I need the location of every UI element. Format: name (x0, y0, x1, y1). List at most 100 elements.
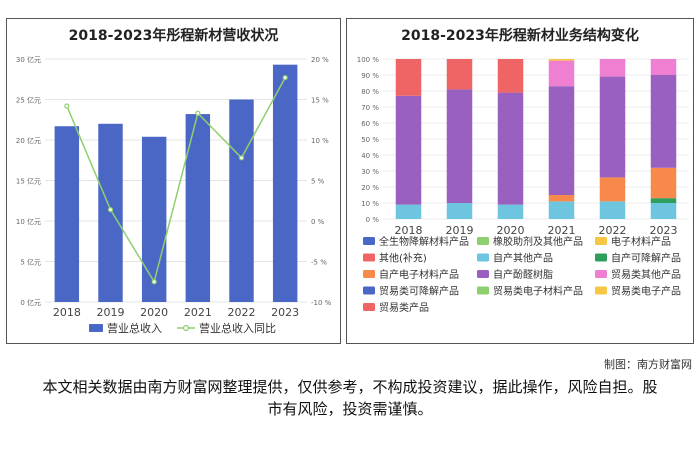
y-tick-label: 100 % (357, 56, 380, 64)
stack-segment (650, 203, 677, 219)
x-tick-label: 2018 (53, 306, 81, 319)
y-left-tick-label: 30 亿元 (16, 55, 41, 64)
stack-segment (650, 75, 677, 168)
x-tick-label: 2020 (140, 306, 168, 319)
revenue-bar (141, 136, 167, 302)
x-tick-label: 2023 (271, 306, 299, 319)
legend-label: 自产其他产品 (493, 252, 553, 265)
stack-segment (446, 203, 473, 219)
stack-segment (548, 86, 575, 195)
legend-label: 全生物降解材料产品 (379, 235, 469, 248)
x-tick-label: 2022 (599, 224, 627, 237)
y-tick-label: 20 % (361, 184, 379, 192)
stack-segment (446, 89, 473, 203)
stack-segment (446, 59, 473, 90)
stack-segment (599, 177, 626, 202)
stack-segment (599, 201, 626, 219)
x-tick-label: 2021 (548, 224, 576, 237)
y-left-tick-label: 20 亿元 (16, 136, 41, 145)
yoy-line (66, 77, 286, 284)
y-right-tick-label: 10 % (311, 137, 329, 145)
legend-swatch (477, 253, 489, 262)
y-right-tick-label: 0 % (311, 218, 325, 226)
yoy-point (107, 207, 114, 213)
stack-segment (650, 167, 677, 199)
yoy-point (151, 279, 157, 285)
legend-label: 自产酚醛树脂 (493, 268, 553, 281)
legend-swatch (363, 303, 375, 311)
legend-label-revenue: 营业总收入 (107, 321, 162, 335)
y-tick-label: 60 % (361, 120, 379, 128)
y-tick-label: 40 % (361, 152, 379, 160)
revenue-bar (272, 64, 298, 302)
legend-swatch (477, 237, 489, 245)
structure-chart-panel: 2018-2023年彤程新材业务结构变化 0 % 10 % 20 % 30 % 40 %… (346, 18, 694, 344)
y-tick-label: 70 % (361, 104, 379, 112)
y-right-tick-label: 5 % (311, 178, 325, 186)
x-tick-label: 2021 (184, 306, 212, 319)
legend-label: 贸易类产品 (379, 301, 429, 314)
y-right-tick-label: -5 % (311, 259, 327, 267)
stack-segment (548, 60, 575, 87)
revenue-bar (54, 126, 80, 302)
stack-segment (650, 198, 677, 203)
legend-swatch (363, 253, 375, 262)
x-tick-label: 2023 (650, 224, 678, 237)
revenue-bar (98, 123, 123, 302)
legend-swatch-yoy-marker (182, 324, 190, 332)
legend-swatch (363, 286, 375, 295)
yoy-point (64, 103, 70, 109)
structure-chart-title: 2018-2023年彤程新材业务结构变化 (401, 28, 639, 44)
y-tick-label: 80 % (361, 88, 379, 96)
legend-swatch (363, 237, 375, 245)
legend-label: 橡胶助剂及其他产品 (493, 235, 583, 248)
yoy-point (195, 110, 201, 116)
x-tick-label: 2020 (497, 224, 525, 237)
legend-swatch (595, 270, 607, 278)
legend-label: 贸易类电子产品 (611, 285, 681, 298)
legend-label: 电子材料产品 (611, 235, 671, 248)
stack-segment (599, 59, 626, 77)
x-tick-label: 2022 (228, 306, 256, 319)
stack-segment (395, 95, 422, 205)
y-left-tick-label: 25 亿元 (16, 96, 41, 105)
legend-swatch (595, 253, 607, 262)
stack-segment (497, 204, 524, 219)
legend-swatch (595, 286, 607, 295)
legend-label: 贸易类其他产品 (611, 268, 681, 281)
structure-chart-svg: 0 % 10 % 20 % 30 % 40 % 50 % 60 % 70 % 80 % 90 % 1… (357, 56, 689, 314)
y-left-tick-label: 5 亿元 (20, 258, 41, 267)
legend-swatch-revenue (89, 324, 103, 332)
legend-label: 贸易类可降解产品 (379, 285, 459, 298)
y-left-tick-label: 15 亿元 (16, 177, 41, 186)
chart-credit: 制图：南方财富网 (604, 358, 692, 371)
stack-segment (395, 59, 422, 96)
y-tick-label: 0 % (366, 216, 380, 224)
yoy-point (282, 75, 288, 81)
legend-swatch (363, 270, 375, 278)
legend-label: 贸易类电子材料产品 (493, 285, 583, 298)
legend-label: 自产可降解产品 (611, 252, 681, 265)
stack-segment (497, 92, 524, 205)
x-tick-label: 2018 (395, 224, 423, 237)
y-right-tick-label: 20 % (311, 56, 329, 64)
y-right-tick-label: -10 % (311, 299, 332, 307)
y-tick-label: 90 % (361, 72, 379, 80)
revenue-chart-title: 2018-2023年彤程新材营收状况 (68, 28, 279, 44)
y-right-tick-label: 15 % (311, 97, 329, 105)
revenue-bar (229, 99, 254, 302)
y-tick-label: 30 % (361, 168, 379, 176)
y-tick-label: 50 % (361, 136, 379, 144)
legend-swatch (595, 237, 607, 245)
stack-segment (497, 59, 524, 93)
yoy-point (238, 155, 245, 161)
y-tick-label: 10 % (361, 200, 379, 208)
stack-segment (548, 195, 575, 202)
y-left-tick-label: 0 亿元 (20, 298, 41, 307)
legend-label: 自产电子材料产品 (379, 268, 459, 281)
legend-label-yoy: 营业总收入同比 (199, 321, 276, 335)
stack-segment (395, 204, 422, 219)
revenue-chart-svg: 0 亿元 5 亿元 10 亿元 15 亿元 20 亿元 25 亿元 30 亿元 -10 % -5… (16, 55, 332, 335)
stack-segment (650, 59, 677, 75)
x-tick-label: 2019 (97, 306, 125, 319)
